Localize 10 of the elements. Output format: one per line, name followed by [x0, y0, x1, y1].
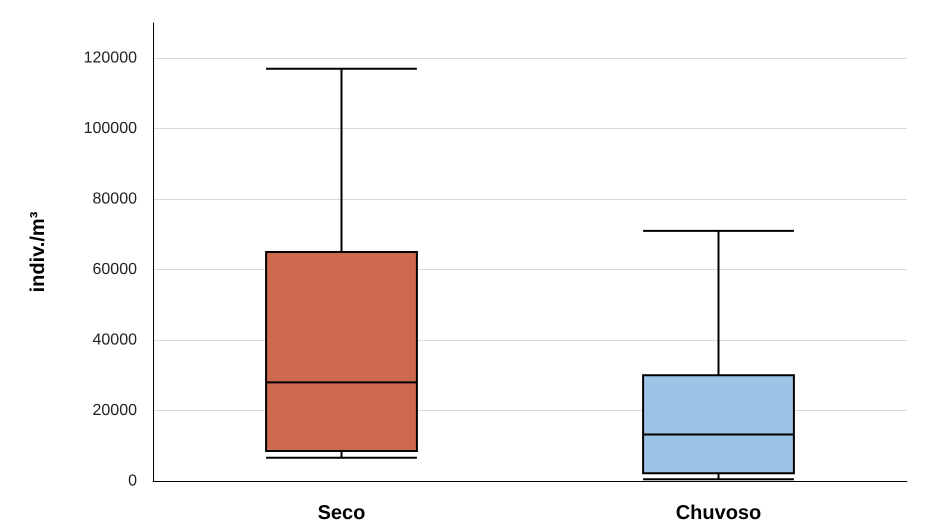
x-tick-label: Seco — [318, 502, 366, 524]
y-tick-label: 100000 — [84, 120, 138, 138]
y-tick-label: 0 — [128, 472, 138, 490]
y-tick-label: 80000 — [92, 190, 138, 208]
y-axis-title: indiv./m³ — [27, 211, 49, 292]
y-tick-label: 20000 — [92, 402, 138, 420]
y-tick-label: 120000 — [84, 50, 138, 67]
y-tick-label: 40000 — [92, 332, 138, 349]
x-tick-label: Chuvoso — [676, 502, 762, 524]
y-tick-label: 60000 — [92, 261, 138, 278]
